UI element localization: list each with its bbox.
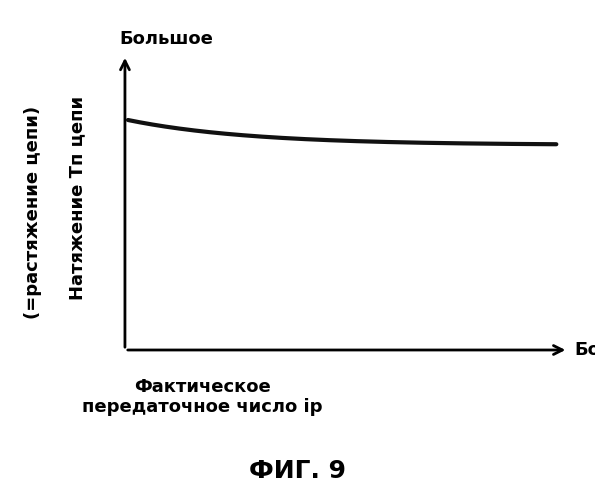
Text: (=растяжение цепи): (=растяжение цепи) bbox=[24, 106, 42, 319]
Text: ФИГ. 9: ФИГ. 9 bbox=[249, 458, 346, 482]
Text: Натяжение Тп цепи: Натяжение Тп цепи bbox=[68, 96, 86, 300]
Text: Большое: Большое bbox=[119, 30, 213, 48]
Text: передаточное число ip: передаточное число ip bbox=[82, 398, 322, 415]
Text: Фактическое: Фактическое bbox=[134, 378, 271, 396]
Text: Большое: Большое bbox=[574, 341, 595, 359]
